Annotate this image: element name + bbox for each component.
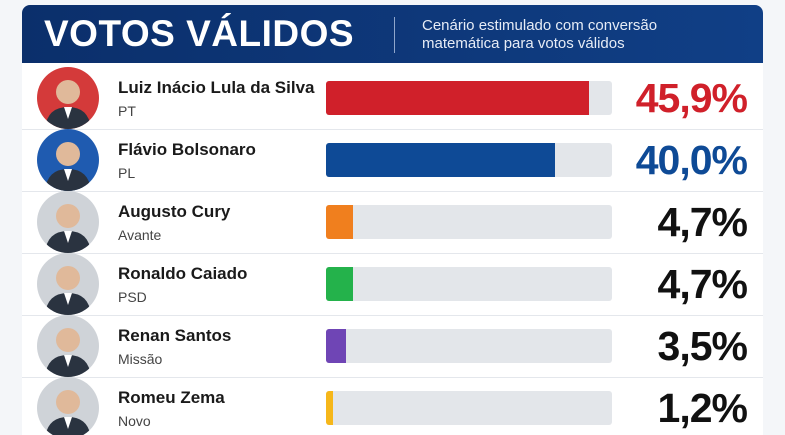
bar <box>326 205 353 239</box>
bar <box>326 329 347 363</box>
avatar-figure <box>45 80 91 129</box>
avatar <box>37 377 99 435</box>
value-label: 45,9% <box>635 75 748 121</box>
party: PSD <box>118 289 147 305</box>
avatar <box>37 67 99 129</box>
candidate-row: Flávio Bolsonaro PL 40,0% <box>22 129 763 192</box>
candidate-name: Flávio Bolsonaro <box>118 140 256 159</box>
header: VOTOS VÁLIDOS Cenário estimulado com con… <box>22 5 763 63</box>
candidate-name: Ronaldo Caiado <box>118 264 248 283</box>
bar <box>326 143 555 177</box>
candidate-name: Augusto Cury <box>118 202 231 221</box>
avatar-figure <box>45 266 91 315</box>
candidate-row: Renan Santos Missão 3,5% <box>22 315 763 378</box>
avatar-figure <box>45 142 91 191</box>
avatar <box>37 191 99 253</box>
candidate-row: Ronaldo Caiado PSD 4,7% <box>22 253 763 316</box>
party: PL <box>118 165 136 181</box>
separator <box>394 17 395 53</box>
bar-track <box>326 329 612 363</box>
party: Avante <box>118 227 162 243</box>
candidate-row: Luiz Inácio Lula da Silva PT 45,9% <box>22 67 763 130</box>
candidate-row: Augusto Cury Avante 4,7% <box>22 191 763 254</box>
value-label: 40,0% <box>635 137 748 183</box>
candidate-name: Romeu Zema <box>118 388 225 407</box>
candidate-name: Renan Santos <box>118 326 232 345</box>
avatar-figure <box>45 204 91 253</box>
bar-track <box>326 391 612 425</box>
bar-track <box>326 205 612 239</box>
bar-track <box>326 81 612 115</box>
value-label: 4,7% <box>657 261 748 307</box>
subtitle: Cenário estimulado com conversão matemát… <box>422 17 658 52</box>
bar <box>326 81 589 115</box>
avatar <box>37 253 99 315</box>
party: Missão <box>118 351 163 367</box>
candidate-name: Luiz Inácio Lula da Silva <box>118 78 315 97</box>
avatar <box>37 129 99 191</box>
title: VOTOS VÁLIDOS <box>44 13 355 54</box>
bar <box>326 391 333 425</box>
avatar <box>37 315 99 377</box>
value-label: 4,7% <box>657 199 748 245</box>
candidate-row: Romeu Zema Novo 1,2% <box>22 377 763 435</box>
avatar-figure <box>45 328 91 377</box>
party: Novo <box>118 413 151 429</box>
avatar-figure <box>45 390 91 435</box>
card: VOTOS VÁLIDOS Cenário estimulado com con… <box>22 5 763 435</box>
value-label: 1,2% <box>657 385 748 431</box>
value-label: 3,5% <box>657 323 748 369</box>
bar-track <box>326 267 612 301</box>
party: PT <box>118 103 136 119</box>
bar-track <box>326 143 612 177</box>
bar <box>326 267 353 301</box>
